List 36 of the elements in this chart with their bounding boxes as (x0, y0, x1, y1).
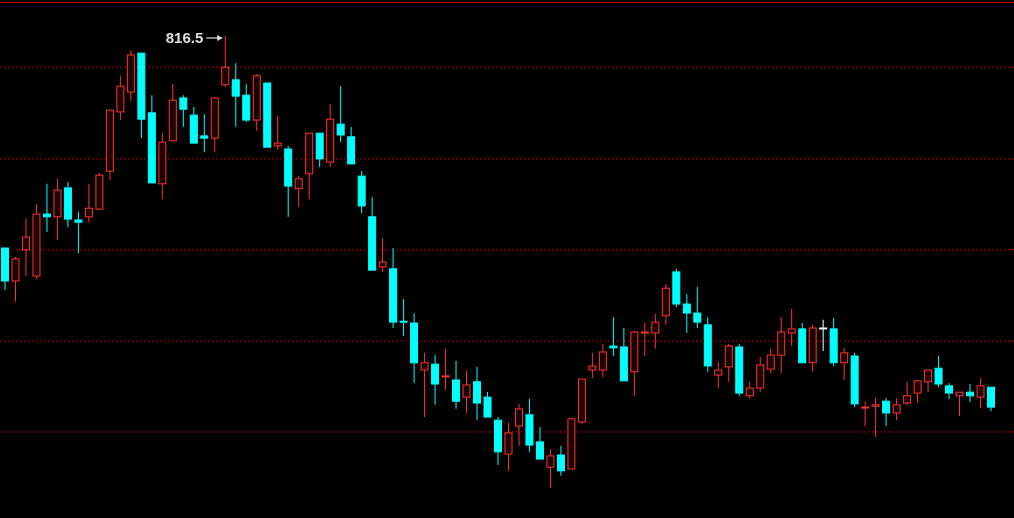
candlestick (861, 400, 870, 427)
candlestick (452, 360, 461, 410)
candlestick (126, 49, 135, 102)
candlestick (441, 348, 450, 391)
candlestick (21, 217, 30, 277)
candlestick (462, 370, 471, 414)
candlestick (273, 115, 282, 151)
candlestick (53, 178, 62, 241)
candlestick (231, 62, 240, 128)
candlestick (598, 343, 607, 378)
candlestick (63, 181, 72, 228)
candlestick (158, 132, 167, 200)
candlestick (420, 352, 429, 418)
candlestick (640, 322, 649, 357)
candlestick (787, 308, 796, 347)
candlestick (556, 445, 565, 477)
candlestick (829, 317, 838, 367)
candlestick (882, 397, 891, 427)
candlestick (494, 416, 502, 466)
candlestick (42, 183, 51, 233)
candlestick (945, 382, 954, 400)
annotation: 816.5 (165, 29, 204, 46)
candlestick (504, 422, 513, 472)
candlestick (473, 366, 482, 421)
candlestick (84, 183, 93, 223)
candlestick (410, 312, 419, 384)
candlestick (903, 381, 912, 406)
candlestick (431, 354, 440, 406)
candlestick (682, 293, 691, 334)
candlestick (777, 316, 786, 374)
candlestick (399, 298, 408, 337)
candlestick (389, 247, 398, 329)
candlestick (200, 113, 209, 153)
candlestick (661, 283, 670, 326)
candlestick (840, 347, 849, 381)
candlestick (514, 403, 523, 447)
